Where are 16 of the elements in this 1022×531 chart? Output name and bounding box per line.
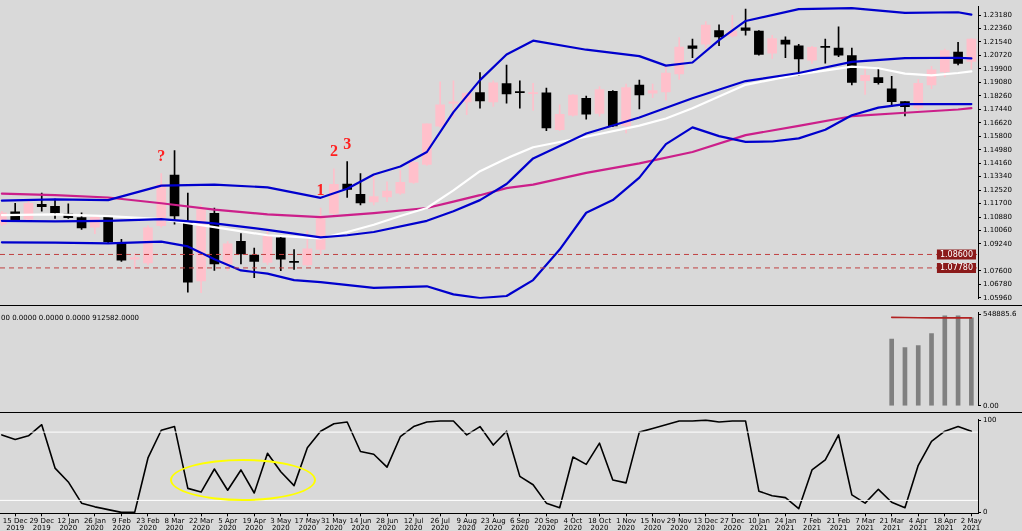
annotation: 3: [343, 134, 352, 152]
bar: [942, 315, 948, 406]
annotation: 2: [329, 141, 338, 159]
candlestick: [368, 175, 379, 206]
annotation: ?: [157, 146, 166, 164]
bar: [969, 317, 974, 406]
candlestick: [289, 249, 299, 270]
ref-line-label: 1.08600: [939, 249, 974, 259]
annotation: 1: [316, 181, 325, 199]
ref-line-label: 1.07780: [939, 263, 974, 273]
bar: [929, 333, 934, 406]
bar: [889, 338, 895, 406]
bar: [915, 345, 921, 406]
candlestick: [820, 38, 831, 64]
candlestick: [528, 83, 538, 111]
candlestick: [515, 80, 525, 109]
